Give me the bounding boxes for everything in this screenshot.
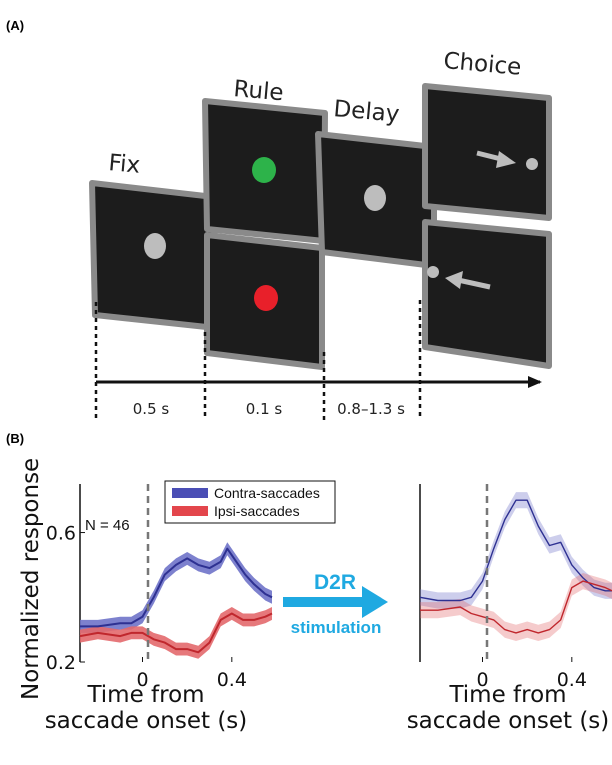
choice-screen-right [422,83,552,221]
x-axis-title-line1: Time from [86,682,204,708]
x-axis-title-right-line1: Time from [448,682,566,708]
contra-series-line [80,547,273,628]
fixation-dot [144,233,166,259]
stimulation-label: stimulation [291,618,382,637]
chart-right: 0 0.4 [419,484,612,691]
ipsi-error-band [420,573,612,641]
d2r-label: D2R [314,571,356,594]
panel-a-label: (A) [6,18,24,33]
y-axis-title: Normalized response [18,458,44,700]
d2r-arrow-shaft [283,597,365,607]
contra-error-band [80,542,272,633]
stage-label-delay: Delay [332,96,400,128]
y-tick-label: 0.6 [46,523,76,545]
d2r-arrow: D2R stimulation [283,571,388,637]
duration-delay: 0.8–1.3 s [337,400,405,418]
fixation-dot-delay [364,185,386,211]
stage-label-rule: Rule [232,76,284,106]
ipsi-series-line [420,580,612,634]
timeline: 0.5 s 0.1 s 0.8–1.3 s [94,300,542,420]
chart-left: 0 0.4 0.2 0.6 N = 46 Contra-saccades Ipsi-s… [46,480,336,691]
stage-label-choice: Choice [442,48,522,81]
red-cue-dot [254,285,278,311]
x-tick-label: 0 [476,669,488,691]
contra-error-band [420,492,612,609]
x-tick-label: 0.4 [217,669,247,691]
left-target-dot [427,266,439,278]
ipsi-series-line [79,612,273,654]
right-target-dot [526,158,538,170]
d2r-arrow-head-icon [362,586,388,618]
choice-screen-left [422,219,552,369]
left-arrow-icon [445,271,463,289]
legend: Contra-saccades Ipsi-saccades [164,480,336,524]
legend-swatch-ipsi [172,506,208,516]
stage-label-fix: Fix [107,150,141,179]
legend-entry-contra: Contra-saccades [214,485,320,501]
delay-screen [315,131,437,269]
x-axis-title-line2: saccade onset (s) [45,708,248,734]
n-label: N = 46 [85,517,130,534]
x-tick-label: 0.4 [557,669,587,691]
legend-entry-ipsi: Ipsi-saccades [214,503,300,519]
contra-series-line [419,499,612,602]
fix-screen [89,180,219,331]
x-axis-title-right-line2: saccade onset (s) [407,708,610,734]
x-tick-label: 0 [136,669,148,691]
rule-screen-green [202,98,328,244]
y-tick-label: 0.2 [46,652,76,674]
right-arrow-icon [496,151,516,168]
rule-screen-red [204,232,325,370]
green-cue-dot [252,157,276,183]
ipsi-error-band [80,607,272,659]
duration-rule: 0.1 s [246,400,283,418]
duration-fix: 0.5 s [133,400,170,418]
left-arrow-shaft [457,277,491,290]
legend-swatch-contra [172,488,208,498]
panel-b-label: (B) [6,431,24,446]
